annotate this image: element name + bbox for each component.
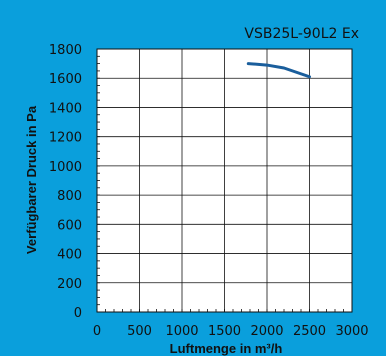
x-tick-label: 1000 xyxy=(165,324,198,339)
y-tick-label: 800 xyxy=(57,189,82,204)
x-tick-label: 2000 xyxy=(250,324,283,339)
chart-title: VSB25L-90L2 Ex xyxy=(244,26,359,42)
x-axis-label: Luftmenge in m³/h xyxy=(170,341,283,356)
grid-lines xyxy=(96,48,353,313)
minor-ticks xyxy=(97,55,344,312)
y-tick-label: 1000 xyxy=(49,160,82,175)
y-tick-label: 1200 xyxy=(49,131,82,146)
y-tick-label: 1800 xyxy=(49,43,82,58)
y-tick-label: 600 xyxy=(57,218,82,233)
x-tick-label: 3000 xyxy=(335,324,368,339)
series-line xyxy=(246,62,311,79)
y-tick-label: 1400 xyxy=(49,101,82,116)
x-tick-label: 0 xyxy=(93,324,101,339)
y-tick-label: 1600 xyxy=(49,72,82,87)
y-tick-label: 400 xyxy=(57,248,82,263)
y-tick-label: 200 xyxy=(57,277,82,292)
x-tick-label: 1500 xyxy=(208,324,241,339)
x-tick-label: 500 xyxy=(127,324,152,339)
x-tick-labels: 0 500 1000 1500 2000 2500 3000 xyxy=(93,324,369,339)
y-tick-labels: 0 200 400 600 800 1000 1200 1400 1600 1800 xyxy=(49,43,82,321)
x-tick-label: 2500 xyxy=(293,324,326,339)
series-group xyxy=(246,62,311,79)
y-axis-label: Verfügbarer Druck in Pa xyxy=(24,105,39,254)
y-tick-label: 0 xyxy=(74,306,82,321)
